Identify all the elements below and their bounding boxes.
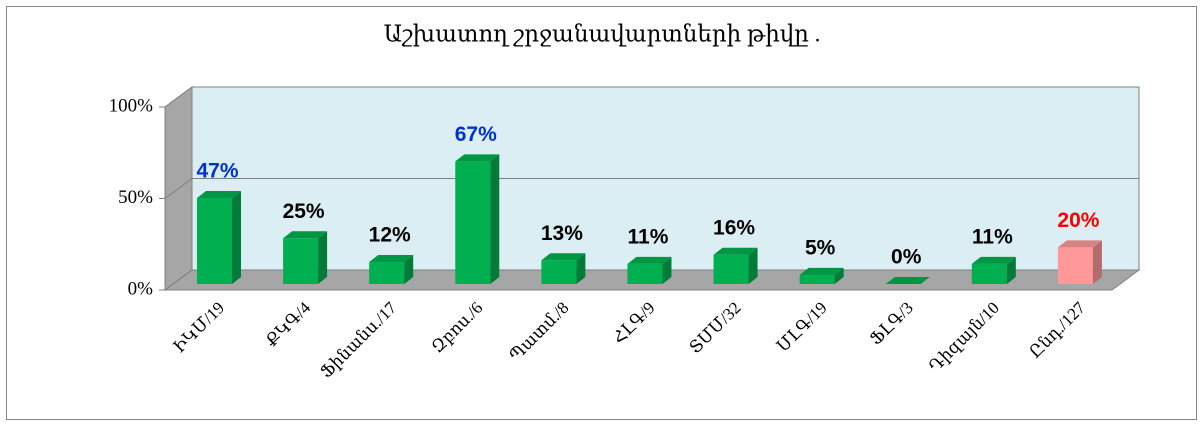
value-label: 0% <box>891 246 922 269</box>
bar-top <box>885 277 930 284</box>
bar-side <box>318 231 328 284</box>
bar-front <box>713 254 749 284</box>
bar-top <box>1057 240 1102 248</box>
bar <box>1057 240 1102 284</box>
bar <box>799 267 844 284</box>
value-label: 13% <box>541 222 583 245</box>
bar-front <box>369 262 405 284</box>
bar-side <box>232 190 241 284</box>
bar-top <box>455 154 500 162</box>
bar-top <box>713 247 758 255</box>
grid-line <box>164 86 1139 108</box>
bar-top <box>369 255 414 263</box>
bar-side <box>748 247 758 284</box>
bar <box>283 231 328 284</box>
bar-top <box>197 190 241 198</box>
bar-side <box>1092 240 1102 284</box>
bar-front <box>197 197 232 284</box>
bar-front <box>971 263 1007 284</box>
bar-top <box>627 256 672 264</box>
value-label: 47% <box>196 160 238 183</box>
bar-side <box>490 154 500 284</box>
bar-front <box>283 238 319 284</box>
bar-front <box>541 260 577 284</box>
bar <box>885 277 930 284</box>
value-label: 67% <box>455 123 497 146</box>
bar <box>455 154 500 284</box>
value-label: 20% <box>1057 209 1099 232</box>
grid-line <box>164 178 1139 199</box>
bar-top <box>971 256 1016 264</box>
bar-side <box>576 253 586 284</box>
bar-top <box>283 231 328 239</box>
value-label: 16% <box>713 216 755 239</box>
value-label: 12% <box>369 224 411 247</box>
bar <box>197 190 241 284</box>
value-label: 11% <box>972 225 1013 248</box>
value-label: 25% <box>283 200 325 223</box>
y-tick-label: 0% <box>128 278 154 299</box>
bar <box>627 256 672 284</box>
bar-side <box>404 255 414 284</box>
bar-top <box>541 253 586 261</box>
bar-side <box>834 267 844 284</box>
bar <box>971 256 1016 284</box>
chart-title: Աշխատող շրջանավարտների թիվը . <box>384 21 821 46</box>
value-label: 5% <box>805 236 836 259</box>
bar-side <box>662 256 672 284</box>
bar-front <box>627 263 663 284</box>
bar <box>369 255 414 284</box>
bar-front <box>1057 247 1093 284</box>
value-label: 11% <box>628 225 669 248</box>
bar <box>713 247 758 284</box>
bar-front <box>455 161 491 284</box>
y-tick-label: 100% <box>109 95 154 116</box>
bar-side <box>1006 256 1016 284</box>
bar-top <box>799 267 844 275</box>
bar <box>541 253 586 284</box>
bar-front <box>799 274 835 284</box>
y-tick-label: 50% <box>118 187 153 208</box>
